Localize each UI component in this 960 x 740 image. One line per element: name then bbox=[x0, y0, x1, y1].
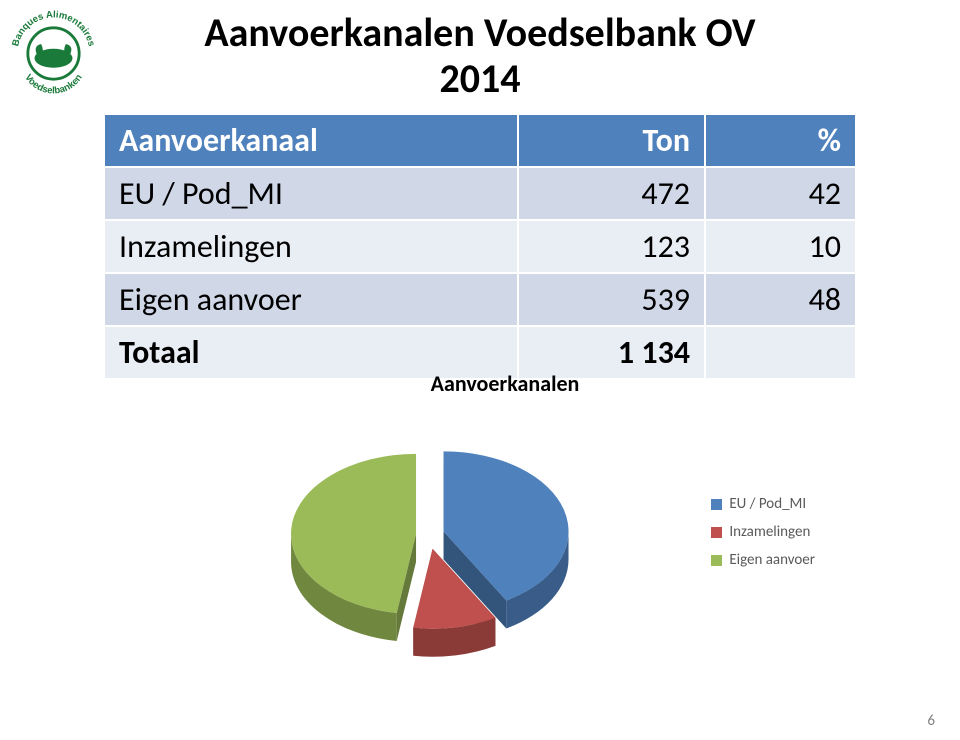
cell-pct: 10 bbox=[705, 220, 855, 273]
legend-item: EU / Pod_MI bbox=[711, 495, 815, 513]
cell-label: Inzamelingen bbox=[105, 220, 518, 273]
legend-swatch bbox=[711, 555, 722, 566]
table-row: EU / Pod_MI 472 42 bbox=[105, 167, 855, 220]
table-row: Eigen aanvoer 539 48 bbox=[105, 273, 855, 326]
chart-legend: EU / Pod_MI Inzamelingen Eigen aanvoer bbox=[711, 495, 815, 579]
legend-swatch bbox=[711, 527, 722, 538]
cell-ton: 539 bbox=[518, 273, 706, 326]
cell-label: Eigen aanvoer bbox=[105, 273, 518, 326]
header-label: Aanvoerkanaal bbox=[105, 115, 518, 167]
pie-holder bbox=[255, 415, 605, 675]
title-line1: Aanvoerkanalen Voedselbank OV bbox=[204, 8, 755, 57]
table-header-row: Aanvoerkanaal Ton % bbox=[105, 115, 855, 167]
data-table: Aanvoerkanaal Ton % EU / Pod_MI 472 42 I… bbox=[105, 115, 855, 380]
table-row: Inzamelingen 123 10 bbox=[105, 220, 855, 273]
legend-label: Eigen aanvoer bbox=[729, 551, 815, 569]
legend-item: Inzamelingen bbox=[711, 523, 815, 541]
page-number: 6 bbox=[927, 712, 935, 730]
cell-pct: 42 bbox=[705, 167, 855, 220]
cell-label: EU / Pod_MI bbox=[105, 167, 518, 220]
legend-label: EU / Pod_MI bbox=[729, 495, 806, 513]
chart-title: Aanvoerkanalen bbox=[175, 370, 835, 397]
header-ton: Ton bbox=[518, 115, 706, 167]
slide-title: Aanvoerkanalen Voedselbank OV 2014 bbox=[0, 10, 960, 102]
cell-ton: 123 bbox=[518, 220, 706, 273]
cell-pct: 48 bbox=[705, 273, 855, 326]
cell-ton: 472 bbox=[518, 167, 706, 220]
legend-label: Inzamelingen bbox=[729, 523, 810, 541]
legend-swatch bbox=[711, 499, 722, 510]
pie-chart: Aanvoerkanalen EU / Pod_MI Inzamelingen … bbox=[175, 370, 835, 680]
title-line2: 2014 bbox=[439, 54, 520, 103]
header-pct: % bbox=[705, 115, 855, 167]
legend-item: Eigen aanvoer bbox=[711, 551, 815, 569]
